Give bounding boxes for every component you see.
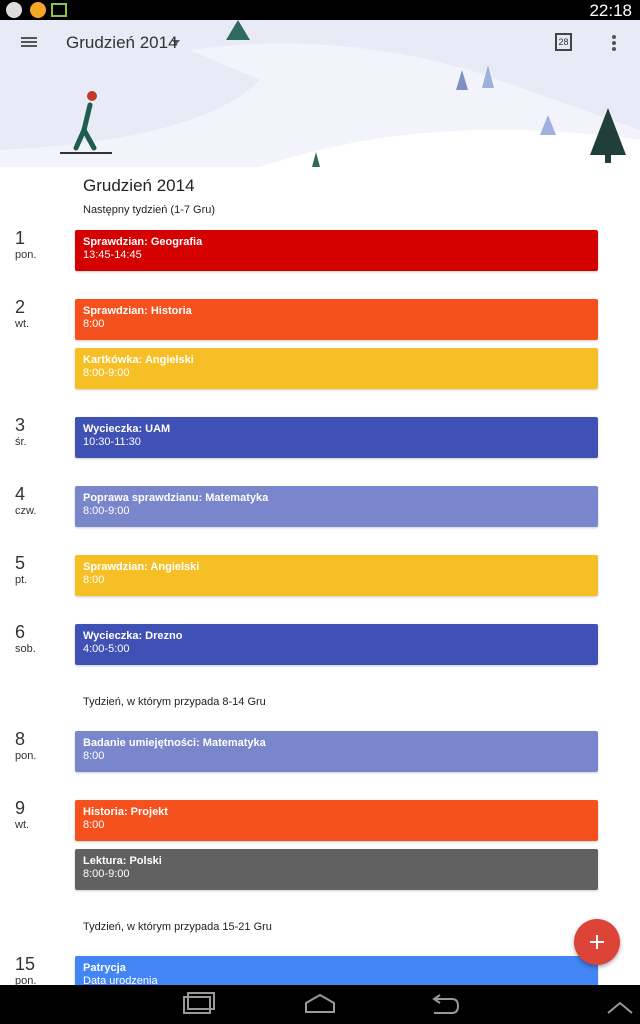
day-column: 2 wt. xyxy=(0,297,75,389)
day-row: 8 pon. Badanie umiejętności: Matematyka 8:0… xyxy=(0,729,640,772)
event-time: 8:00-9:00 xyxy=(83,505,130,517)
day-column: 1 pon. xyxy=(0,228,75,271)
event-time: 8:00 xyxy=(83,574,105,586)
event-time: 8:00-9:00 xyxy=(83,367,130,379)
day-column: 15 pon. xyxy=(0,954,75,985)
today-button[interactable]: 28 xyxy=(558,37,569,47)
event-list: Poprawa sprawdzianu: Matematyka 8:00-9:00 xyxy=(75,486,598,527)
event-title: Badanie umiejętności: Matematyka xyxy=(83,737,266,749)
day-column: 3 śr. xyxy=(0,415,75,458)
day-number: 1 xyxy=(15,228,26,248)
weekday: sob. xyxy=(15,643,36,655)
weekday: pon. xyxy=(15,750,37,762)
event-title: Poprawa sprawdzianu: Matematyka xyxy=(83,492,269,504)
event-card[interactable]: Sprawdzian: Angielski 8:00 xyxy=(75,555,598,596)
day-row: 2 wt. Sprawdzian: Historia 8:00 Kartkówka: A… xyxy=(0,297,640,389)
status-icons xyxy=(6,2,67,18)
weekday: pon. xyxy=(15,975,37,985)
weekday: wt. xyxy=(15,819,30,831)
weekday: pt. xyxy=(15,574,28,586)
event-title: Wycieczka: UAM xyxy=(83,423,171,435)
weekday: pon. xyxy=(15,249,37,261)
day-number: 4 xyxy=(15,484,26,504)
week-label: Następny tydzień (1-7 Gru) xyxy=(83,204,216,216)
day-number: 3 xyxy=(15,415,26,435)
event-list: Wycieczka: Drezno 4:00-5:00 xyxy=(75,624,598,665)
event-list: Historia: Projekt 8:00 Lektura: Polski 8:00… xyxy=(75,800,598,890)
day-row: 15 pon. Patrycja Data urodzenia xyxy=(0,954,640,985)
day-row: 9 wt. Historia: Projekt 8:00 Lektura: Polski… xyxy=(0,798,640,890)
day-row: 1 pon. Sprawdzian: Geografia 13:45-14:45 xyxy=(0,228,640,271)
day-number: 8 xyxy=(15,729,26,749)
event-list: Sprawdzian: Angielski 8:00 xyxy=(75,555,598,596)
event-list: Wycieczka: UAM 10:30-11:30 xyxy=(75,417,598,458)
event-list: Sprawdzian: Historia 8:00 Kartkówka: Angie… xyxy=(75,299,598,389)
day-column: 6 sob. xyxy=(0,622,75,665)
day-number: 15 xyxy=(15,954,36,974)
day-column: 8 pon. xyxy=(0,729,75,772)
event-time: 8:00-9:00 xyxy=(83,868,130,880)
event-title: Patrycja xyxy=(83,962,126,974)
event-time: Data urodzenia xyxy=(83,975,158,985)
week-label: Tydzień, w którym przypada 8-14 Gru xyxy=(83,696,266,708)
event-card[interactable]: Historia: Projekt 8:00 xyxy=(75,800,598,841)
event-card[interactable]: Badanie umiejętności: Matematyka 8:00 xyxy=(75,731,598,772)
weekday: śr. xyxy=(15,436,27,448)
nav-bar xyxy=(0,985,640,1024)
agenda-list: Grudzień 2014 Następny tydzień (1-7 Gru)… xyxy=(0,167,640,985)
week: Następny tydzień (1-7 Gru) 1 pon. Sprawdzia… xyxy=(0,200,640,665)
event-title: Historia: Projekt xyxy=(83,806,168,818)
day-column: 4 czw. xyxy=(0,484,75,527)
toolbar-title[interactable]: Grudzień 2014 xyxy=(66,33,178,52)
event-card[interactable]: Wycieczka: UAM 10:30-11:30 xyxy=(75,417,598,458)
day-row: 4 czw. Poprawa sprawdzianu: Matematyka 8:00… xyxy=(0,484,640,527)
event-list: Badanie umiejętności: Matematyka 8:00 xyxy=(75,731,598,772)
plus-icon xyxy=(590,935,604,949)
week: Tydzień, w którym przypada 15-21 Gru 15 po… xyxy=(0,917,640,985)
header-illustration xyxy=(0,20,640,167)
status-bar: 22:18 xyxy=(0,0,640,20)
day-row: 6 sob. Wycieczka: Drezno 4:00-5:00 xyxy=(0,622,640,665)
event-time: 8:00 xyxy=(83,318,105,330)
event-title: Kartkówka: Angielski xyxy=(83,354,194,366)
event-list: Sprawdzian: Geografia 13:45-14:45 xyxy=(75,230,598,271)
day-number: 2 xyxy=(15,297,26,317)
day-number: 9 xyxy=(15,798,26,818)
day-column: 9 wt. xyxy=(0,798,75,890)
event-card[interactable]: Sprawdzian: Geografia 13:45-14:45 xyxy=(75,230,598,271)
event-card[interactable]: Lektura: Polski 8:00-9:00 xyxy=(75,849,598,890)
day-row: 3 śr. Wycieczka: UAM 10:30-11:30 xyxy=(0,415,640,458)
clock: 22:18 xyxy=(589,1,632,20)
weekday: czw. xyxy=(15,505,37,517)
event-list: Patrycja Data urodzenia xyxy=(75,956,598,985)
event-time: 4:00-5:00 xyxy=(83,643,130,655)
week: Tydzień, w którym przypada 8-14 Gru 8 pon.… xyxy=(0,692,640,890)
add-event-button[interactable] xyxy=(574,919,620,965)
weekday: wt. xyxy=(15,318,30,330)
day-column: 5 pt. xyxy=(0,553,75,596)
week-label: Tydzień, w którym przypada 15-21 Gru xyxy=(83,921,272,933)
event-title: Sprawdzian: Angielski xyxy=(83,561,200,573)
event-title: Sprawdzian: Historia xyxy=(83,305,192,317)
day-number: 6 xyxy=(15,622,26,642)
event-title: Lektura: Polski xyxy=(83,855,162,867)
event-card[interactable]: Kartkówka: Angielski 8:00-9:00 xyxy=(75,348,598,389)
event-card[interactable]: Sprawdzian: Historia 8:00 xyxy=(75,299,598,340)
event-time: 8:00 xyxy=(83,750,105,762)
event-title: Sprawdzian: Geografia xyxy=(83,236,203,248)
event-title: Wycieczka: Drezno xyxy=(83,630,183,642)
day-row: 5 pt. Sprawdzian: Angielski 8:00 xyxy=(0,553,640,596)
event-time: 13:45-14:45 xyxy=(83,249,142,261)
event-card[interactable]: Patrycja Data urodzenia xyxy=(75,956,598,985)
day-number: 5 xyxy=(15,553,26,573)
event-card[interactable]: Poprawa sprawdzianu: Matematyka 8:00-9:00 xyxy=(75,486,598,527)
event-time: 8:00 xyxy=(83,819,105,831)
month-header: Grudzień 2014 xyxy=(83,176,195,195)
event-card[interactable]: Wycieczka: Drezno 4:00-5:00 xyxy=(75,624,598,665)
event-time: 10:30-11:30 xyxy=(83,436,141,448)
